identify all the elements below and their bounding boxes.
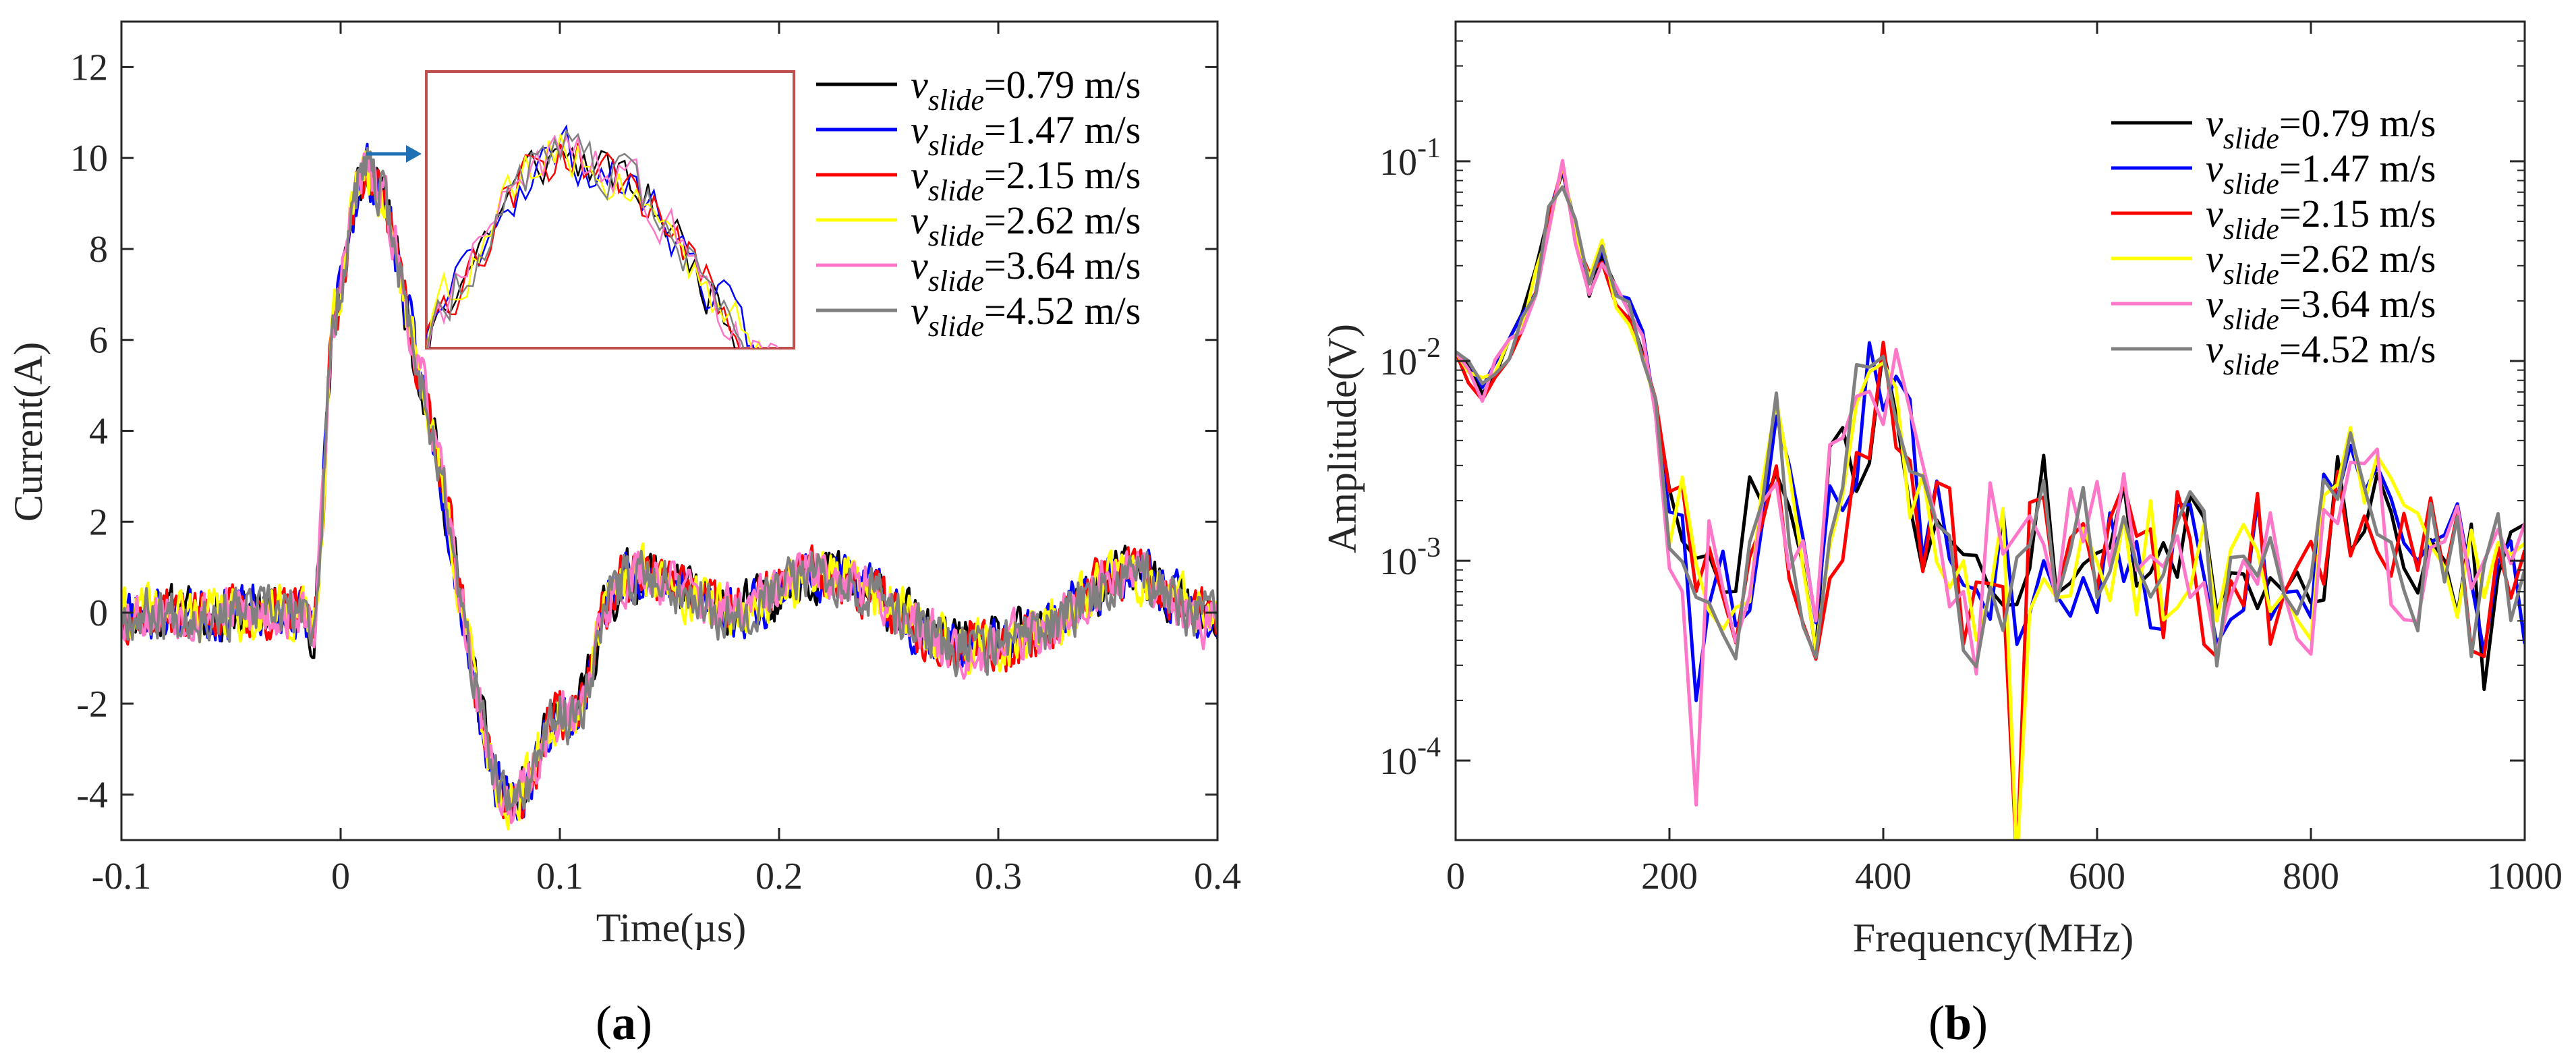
panel-b-legend-entry: vslide=2.62 m/s <box>2111 237 2436 291</box>
panel-a-inset-series-line <box>426 124 755 348</box>
panel-b-legend-label: vslide=4.52 m/s <box>2206 327 2436 381</box>
panel-b-series-group <box>1456 159 2525 840</box>
panel-a-y-tick-label: 12 <box>70 47 108 88</box>
panel-a-y-tick-label: 6 <box>89 320 108 362</box>
panel-a-y-tick-label: -2 <box>76 684 108 725</box>
panel-a-legend-label: vslide=0.79 m/s <box>911 63 1141 117</box>
panel-b-x-tick-label: 200 <box>1641 856 1698 897</box>
panel-b-legend-entry: vslide=1.47 m/s <box>2111 146 2436 200</box>
inset-pointer-arrow <box>366 145 422 163</box>
panel-a-series-line <box>121 152 1218 825</box>
panel-a-label-letter: a <box>612 996 636 1050</box>
panel-a-chart: -0.1 0 0.1 0.2 0.3 0.4 -4 -2 0 2 4 6 8 10 12 vslide=0… <box>6 20 1241 1050</box>
panel-a-legend-label: vslide=3.64 m/s <box>911 244 1141 298</box>
panel-a-legend-entry: vslide=1.47 m/s <box>816 108 1141 162</box>
panel-a-legend-entry: vslide=3.64 m/s <box>816 244 1141 298</box>
panel-a-legend-label: vslide=2.15 m/s <box>911 153 1141 207</box>
panel-b-y-tick-label: 10-1 <box>1379 133 1441 184</box>
panel-b-y-axis-label: Amplitude(V) <box>1320 324 1365 553</box>
panel-a-y-tick-label: -4 <box>76 775 108 816</box>
panel-b-legend-entry: vslide=4.52 m/s <box>2111 327 2436 381</box>
panel-a-legend-label: vslide=1.47 m/s <box>911 108 1141 162</box>
panel-b-legend-label: vslide=2.62 m/s <box>2206 237 2436 291</box>
panel-b-series-line <box>1456 185 2525 669</box>
panel-a-legend-label: vslide=4.52 m/s <box>911 289 1141 343</box>
panel-a-legend-entry: vslide=0.79 m/s <box>816 63 1141 117</box>
panel-b-y-tick-label: 10-3 <box>1379 532 1441 583</box>
panel-b-legend-label: vslide=1.47 m/s <box>2206 146 2436 200</box>
panel-b-chart: 0 200 400 600 800 1000 10-4 10-3 10-2 10-1 vslid… <box>1320 20 2563 1050</box>
panel-b-legend-label: vslide=3.64 m/s <box>2206 282 2436 336</box>
panel-b-legend-label: vslide=0.79 m/s <box>2206 101 2436 155</box>
panel-a-x-tick-label: -0.1 <box>92 856 152 897</box>
panel-a-series-group <box>121 142 1218 831</box>
panel-a-y-tick-label: 0 <box>89 592 108 634</box>
panel-b-y-tick-label: 10-2 <box>1379 333 1441 383</box>
panel-a-label: (a) <box>596 996 652 1050</box>
panel-b-legend-entry: vslide=0.79 m/s <box>2111 101 2436 155</box>
panel-a-inset-series-line <box>426 128 745 348</box>
panel-a-inset-series-line <box>426 134 761 348</box>
panel-a-y-ticks: -4 -2 0 2 4 6 8 10 12 <box>70 47 1218 816</box>
panel-a-legend-entry: vslide=2.15 m/s <box>816 153 1141 207</box>
panel-a-x-tick-label: 0.3 <box>975 856 1022 897</box>
panel-a-y-tick-label: 4 <box>89 411 108 453</box>
panel-b-x-tick-label: 400 <box>1855 856 1912 897</box>
panel-a-inset-series-group <box>426 124 779 348</box>
panel-a-legend-entry: vslide=4.52 m/s <box>816 289 1141 343</box>
panel-b-label: (b) <box>1928 996 1988 1050</box>
panel-a-y-tick-label: 2 <box>89 501 108 543</box>
panel-a-series-line <box>121 146 1218 812</box>
panel-b-x-ticks: 0 200 400 600 800 1000 <box>1446 22 2563 897</box>
panel-b-x-tick-label: 800 <box>2283 856 2339 897</box>
panel-b-legend-entry: vslide=3.64 m/s <box>2111 282 2436 336</box>
panel-b-legend-label: vslide=2.15 m/s <box>2206 192 2436 246</box>
panel-b-y-tick-label: 10-4 <box>1379 732 1441 783</box>
panel-a-x-tick-label: 0.1 <box>536 856 583 897</box>
panel-a-x-tick-label: 0.2 <box>755 856 803 897</box>
panel-b-axes-box <box>1454 20 2526 841</box>
panel-b-label-letter: b <box>1945 996 1972 1050</box>
panel-a-x-tick-label: 0 <box>331 856 350 897</box>
panel-a-inset-series-line <box>426 142 760 348</box>
panel-b-x-axis-label: Frequency(MHz) <box>1853 916 2134 960</box>
panel-a-y-tick-label: 10 <box>70 138 108 179</box>
panel-a-legend-entry: vslide=2.62 m/s <box>816 198 1141 252</box>
panel-a-x-tick-label: 0.4 <box>1194 856 1241 897</box>
panel-b-y-ticks: 10-4 10-3 10-2 10-1 <box>1379 40 2525 783</box>
panel-a-inset-box <box>425 70 795 350</box>
panel-a-y-tick-label: 8 <box>89 229 108 271</box>
panel-a-legend-label: vslide=2.62 m/s <box>911 198 1141 252</box>
panel-a-x-ticks: -0.1 0 0.1 0.2 0.3 0.4 <box>92 22 1241 897</box>
panel-a-y-axis-label: Current(A) <box>6 342 51 522</box>
panel-a-x-axis-label: Time(µs) <box>596 906 746 950</box>
panel-b-legend-entry: vslide=2.15 m/s <box>2111 192 2436 246</box>
panel-b-x-tick-label: 1000 <box>2487 856 2563 897</box>
panel-b-x-tick-label: 0 <box>1446 856 1465 897</box>
panel-b-x-tick-label: 600 <box>2069 856 2125 897</box>
